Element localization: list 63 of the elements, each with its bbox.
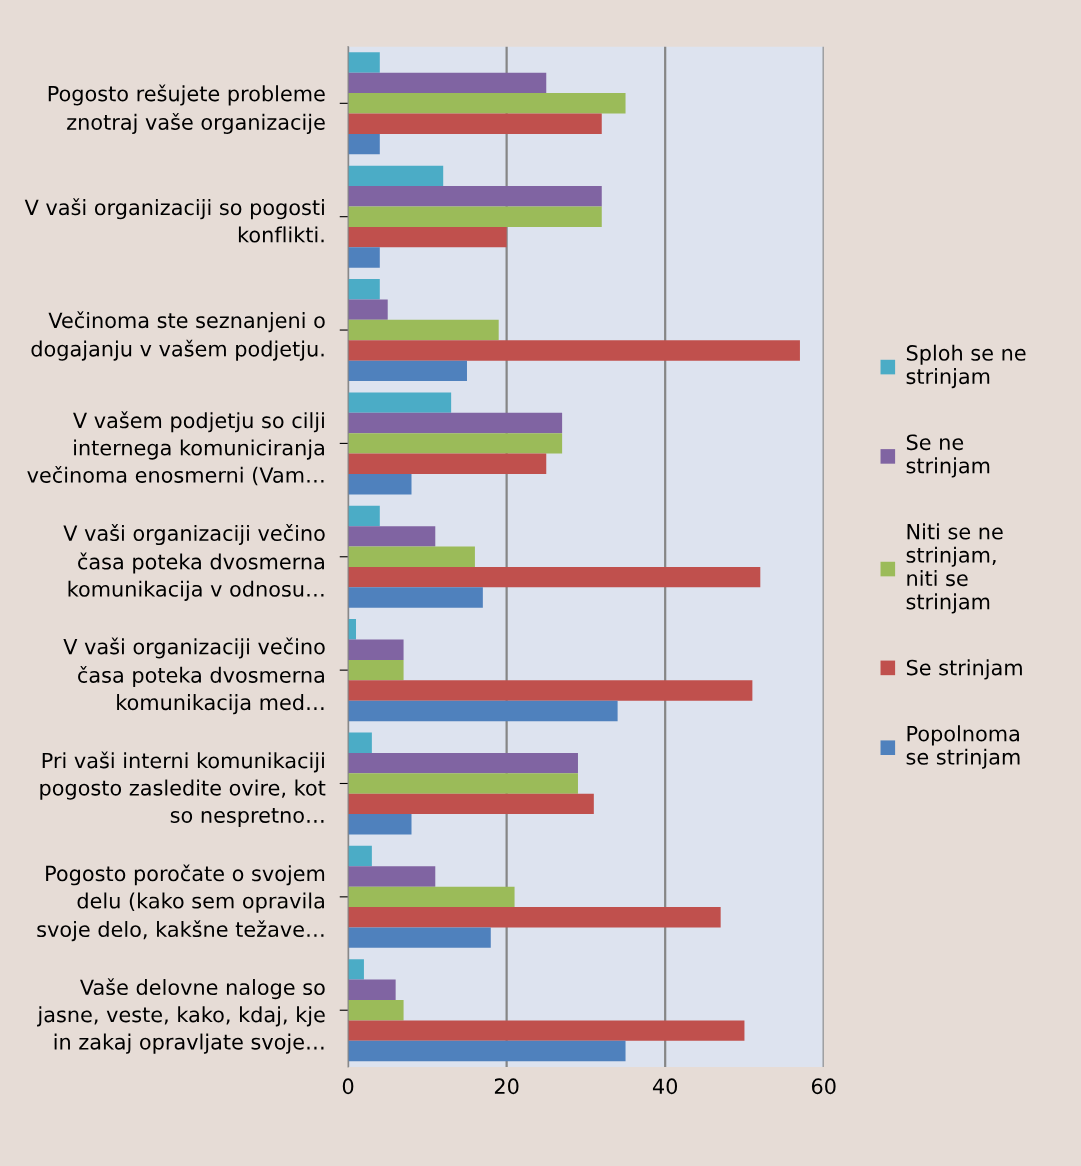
bar: [348, 700, 618, 722]
bar: [348, 474, 412, 495]
bar: [348, 93, 626, 114]
bar: [348, 546, 475, 567]
legend-label: Niti se ne strinjam, niti se strinjam: [906, 523, 1003, 614]
bar: [348, 979, 396, 1001]
bar: [348, 959, 364, 980]
bar: [348, 845, 372, 867]
bar: [348, 927, 491, 948]
y-tick-label: Pri vaši interni komunikaciji pogosto zasledite ovire, kot so nespretno…: [40, 751, 326, 827]
bar: [348, 619, 357, 640]
bar: [348, 505, 380, 527]
bar: [348, 639, 404, 660]
bar: [348, 453, 547, 475]
y-tick-label: Vaše delovne naloge so jasne, veste, kako, kdaj, kje in zakaj opravljate svoje…: [37, 978, 325, 1054]
bar: [348, 732, 372, 753]
bar: [348, 433, 563, 454]
x-tick-label: 60: [811, 1078, 836, 1095]
bar: [348, 752, 578, 774]
x-tick-label: 40: [652, 1078, 678, 1095]
bar: [348, 299, 388, 320]
bar: [348, 319, 499, 341]
bar: [348, 52, 380, 73]
bar: [348, 72, 547, 94]
legend-label: Se ne strinjam: [906, 434, 990, 478]
y-tick-label: Pogosto rešujete probleme znotraj vaše organizacije: [48, 84, 325, 134]
bar: [348, 392, 452, 413]
bar: [348, 360, 467, 382]
bar: [348, 1000, 404, 1021]
bar: [348, 773, 578, 794]
x-tick-label: 20: [494, 1078, 519, 1095]
y-tick-label: V vaši organizaciji večino časa poteka dvosmerna komunikacija v odnosu…: [63, 524, 325, 601]
bar: [348, 1040, 626, 1062]
y-tick-label: V vašem podjetju so cilji internega komuniciranja večinoma enosmerni (Vam…: [27, 411, 324, 486]
bar: [348, 133, 380, 155]
bar: [348, 680, 753, 701]
bar: [348, 206, 602, 227]
bar: [348, 113, 602, 134]
bar: [348, 340, 800, 361]
bar: [348, 412, 563, 434]
y-tick-label: V vaši organizaciji so pogosti konflikti.: [24, 198, 324, 243]
bar: [348, 907, 721, 928]
bar: [348, 165, 444, 187]
legend-label: Se strinjam: [906, 659, 1022, 680]
x-tick-label: 0: [342, 1078, 354, 1095]
bar: [348, 247, 380, 268]
bar: [348, 886, 515, 908]
bar: [348, 566, 761, 588]
bar: [348, 526, 436, 547]
bar: [348, 587, 483, 608]
bar: [348, 659, 404, 681]
bar: [348, 279, 380, 300]
y-tick-label: V vaši organizaciji večino časa poteka dvosmerna komunikacija med…: [63, 637, 325, 715]
bar: [348, 226, 507, 248]
bar: [348, 866, 436, 887]
legend-label: Popolnoma se strinjam: [906, 725, 1020, 769]
bar: [348, 186, 602, 207]
bar: [348, 1020, 745, 1041]
bar: [348, 793, 594, 815]
legend-label: Sploh se ne strinjam: [906, 344, 1026, 389]
y-tick-label: Pogosto poročate o svojem delu (kako sem opravila svoje delo, kakšne težave…: [37, 864, 325, 942]
y-tick-label: Večinoma ste seznanjeni o dogajanju v vašem podjetju.: [31, 311, 325, 361]
bar: [348, 814, 412, 835]
